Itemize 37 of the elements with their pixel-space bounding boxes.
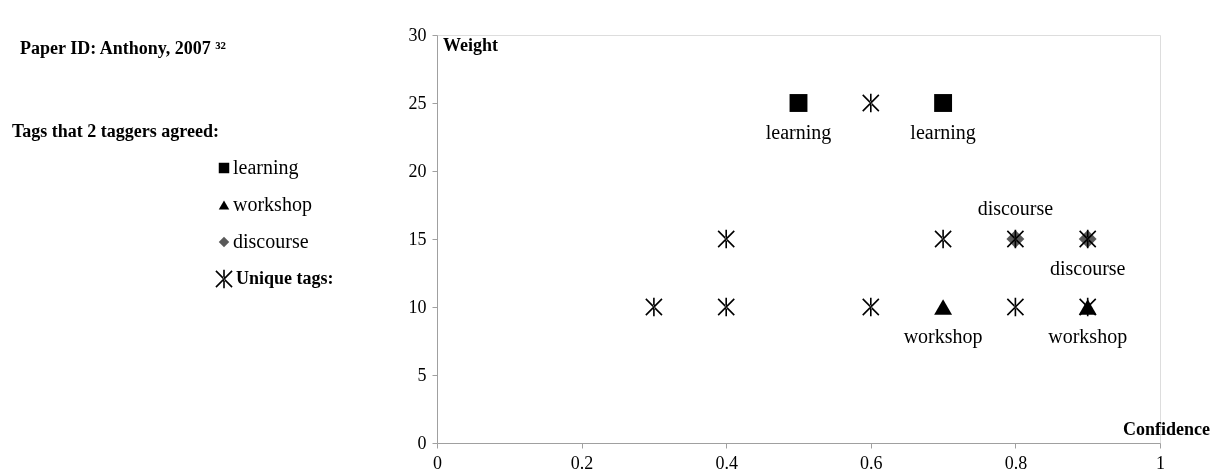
y-tick-label: 20 bbox=[408, 160, 427, 181]
point bbox=[789, 94, 808, 112]
annotation: discourse bbox=[977, 197, 1054, 219]
annotation: learning bbox=[910, 121, 976, 144]
annotation: workshop bbox=[903, 325, 983, 348]
x-tick-label: 0 bbox=[433, 452, 442, 473]
x-tick-label: 0.4 bbox=[715, 452, 738, 473]
legend-label: discourse bbox=[233, 230, 309, 252]
x-tick-label: 0.8 bbox=[1004, 452, 1028, 473]
legend-label: workshop bbox=[233, 193, 312, 216]
point bbox=[1006, 297, 1025, 317]
y-axis-title: Weight bbox=[443, 35, 499, 55]
point bbox=[934, 299, 953, 315]
legend-title: Tags that 2 taggers agreed: bbox=[12, 121, 219, 141]
point bbox=[934, 229, 952, 249]
annotation: discourse bbox=[1049, 257, 1126, 279]
y-tick-label: 25 bbox=[408, 92, 427, 113]
y-tick-label: 0 bbox=[417, 432, 427, 453]
point bbox=[934, 94, 953, 112]
annotation: learning bbox=[765, 121, 832, 144]
point bbox=[862, 297, 880, 317]
y-tick-label: 5 bbox=[417, 364, 427, 385]
x-tick-label: 1 bbox=[1156, 452, 1165, 473]
text: Paper ID: Anthony, 2007 ³² bbox=[20, 38, 226, 58]
x-tick-label: 0.2 bbox=[570, 452, 594, 473]
legend-label: Unique tags: bbox=[236, 268, 334, 288]
y-tick-label: 15 bbox=[408, 228, 427, 249]
y-tick-label: 30 bbox=[408, 24, 427, 45]
x-axis-title: Confidence bbox=[1123, 419, 1210, 439]
point bbox=[717, 229, 735, 249]
point bbox=[645, 297, 663, 317]
point bbox=[717, 297, 735, 317]
point bbox=[862, 93, 880, 113]
legend-label: learning bbox=[233, 156, 299, 179]
x-tick-label: 0.6 bbox=[860, 452, 883, 473]
y-tick-label: 10 bbox=[408, 296, 427, 317]
annotation: workshop bbox=[1048, 325, 1128, 348]
